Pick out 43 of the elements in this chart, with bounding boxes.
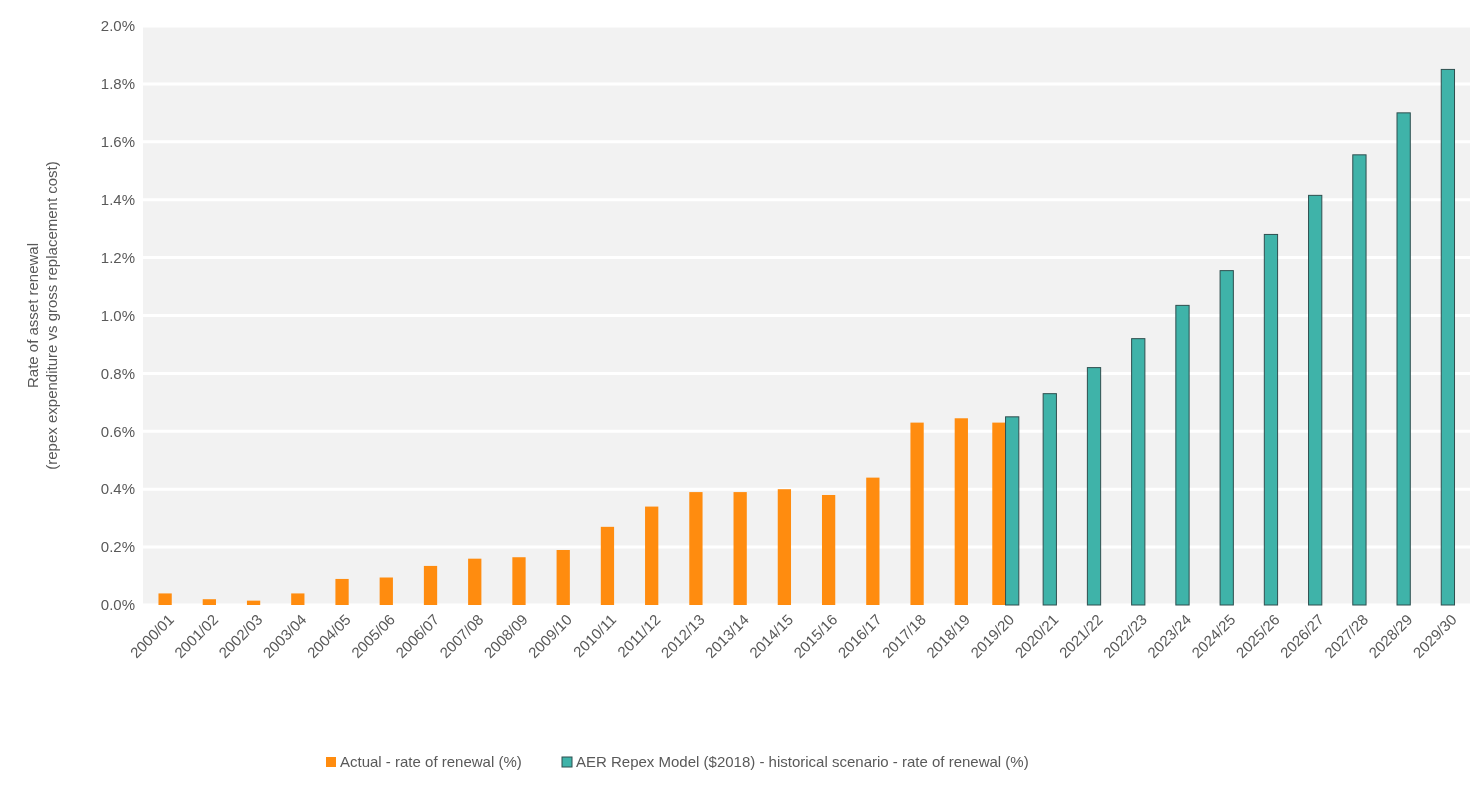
y-tick-label: 0.4% <box>100 480 135 498</box>
y-tick-label: 1.6% <box>100 133 135 151</box>
bar <box>1042 393 1057 606</box>
bar <box>556 550 570 605</box>
bar <box>689 492 703 605</box>
bar <box>866 477 880 605</box>
bar <box>777 489 792 605</box>
bar <box>645 506 659 605</box>
y-tick-label: 1.0% <box>100 306 135 324</box>
bar <box>423 565 438 605</box>
bar <box>1086 367 1102 606</box>
y-tick-label: 0.0% <box>100 596 135 614</box>
y-tick-label: 1.8% <box>100 75 135 93</box>
bar <box>1308 194 1323 606</box>
bar <box>1175 304 1190 606</box>
bar <box>1131 338 1146 606</box>
y-tick-label: 0.8% <box>100 364 135 382</box>
legend-label: AER Repex Model ($2018) - historical scenario - rate of renewal (%) <box>576 753 1029 770</box>
bar <box>910 422 924 605</box>
bar <box>600 526 615 605</box>
bar <box>1352 154 1367 606</box>
bar <box>379 577 393 605</box>
bar <box>821 494 836 605</box>
bar <box>1219 270 1234 606</box>
y-tick-label: 0.2% <box>100 538 135 556</box>
bar <box>291 593 305 605</box>
bar <box>954 418 968 605</box>
bar <box>1440 68 1456 606</box>
bar <box>202 599 216 605</box>
y-tick-label: 0.6% <box>100 422 135 440</box>
bar <box>1396 112 1411 606</box>
y-axis-title: Rate of asset renewal (repex expenditure vs gross replacement cost) <box>24 161 60 470</box>
bar <box>468 558 482 605</box>
y-tick-label: 1.4% <box>100 190 135 208</box>
bar <box>512 557 526 605</box>
bar <box>335 578 349 605</box>
legend-label: Actual - rate of renewal (%) <box>340 753 522 770</box>
bar <box>733 492 747 605</box>
bar <box>246 600 261 605</box>
y-tick-label: 2.0% <box>100 17 135 35</box>
bar <box>158 593 172 605</box>
y-tick-label: 1.2% <box>100 248 135 266</box>
bar <box>1263 233 1279 606</box>
